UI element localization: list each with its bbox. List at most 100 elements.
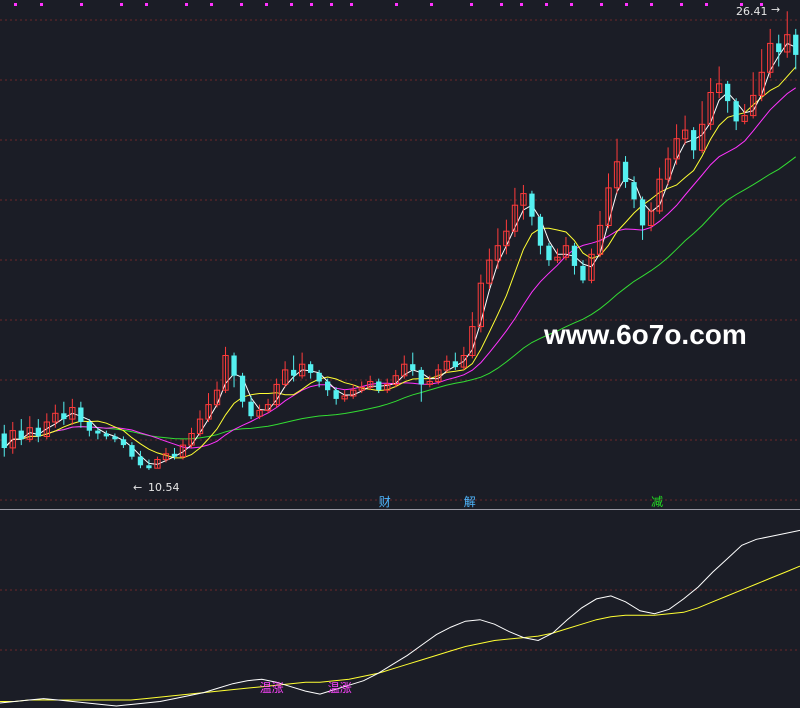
candle: [784, 11, 791, 58]
top-dot-2: [80, 3, 83, 6]
candle-body: [562, 245, 570, 258]
candle-body: [596, 224, 604, 255]
candle: [341, 390, 348, 402]
candle-body: [494, 245, 502, 261]
candle-body: [86, 422, 92, 431]
candle: [767, 28, 774, 79]
candle: [562, 236, 570, 261]
top-dot-3: [120, 3, 123, 6]
top-dot-19: [570, 3, 573, 6]
high-arrow-icon: →: [771, 3, 780, 16]
candle: [376, 378, 382, 394]
candle: [350, 384, 357, 399]
candle: [511, 187, 519, 237]
candle-body: [605, 187, 612, 226]
candle-body: [469, 326, 476, 357]
candle: [452, 352, 458, 370]
candle-body: [656, 178, 663, 212]
event-markers: 财解减$涨榜: [379, 495, 663, 509]
candle-body: [213, 389, 221, 406]
top-dot-15: [470, 3, 473, 6]
candle: [299, 352, 306, 379]
candle: [605, 173, 612, 229]
candle: [426, 375, 433, 388]
top-dot-21: [625, 3, 628, 6]
candle-body: [784, 34, 791, 53]
candle-body: [443, 360, 451, 371]
candle: [469, 312, 476, 359]
candle: [18, 419, 24, 446]
candle-body: [61, 413, 67, 420]
candle: [95, 427, 101, 440]
candle: [758, 49, 765, 102]
candle: [129, 442, 135, 460]
candle: [325, 378, 331, 396]
candle-body: [426, 381, 433, 385]
candle: [86, 419, 92, 437]
candle-body: [120, 439, 127, 446]
candle: [529, 190, 535, 226]
candle-body: [222, 355, 229, 391]
top-dot-7: [240, 3, 243, 6]
top-dot-markers: [14, 3, 763, 6]
candle: [392, 369, 399, 388]
candle: [231, 352, 237, 388]
candle: [647, 202, 655, 232]
top-dot-16: [500, 3, 503, 6]
candle-body: [137, 456, 144, 466]
candle-body: [588, 253, 595, 281]
candle: [793, 28, 799, 70]
candle: [580, 260, 586, 284]
candle: [477, 274, 485, 333]
candle-body: [325, 381, 331, 391]
candle: [401, 355, 408, 379]
top-dot-0: [14, 3, 17, 6]
candle: [239, 372, 246, 408]
candle: [596, 210, 604, 258]
top-dot-4: [145, 3, 148, 6]
top-dot-10: [310, 3, 313, 6]
signal-markers: 温涨 温涨: [260, 680, 352, 695]
candle: [656, 167, 663, 214]
candle: [707, 78, 714, 131]
candle-body: [43, 421, 51, 437]
candle: [741, 104, 748, 125]
candle: [384, 378, 391, 394]
candle-body: [231, 355, 237, 376]
chart-grid: [0, 19, 800, 651]
candle: [733, 98, 739, 131]
lower-white-line: [0, 529, 800, 707]
top-dot-24: [705, 3, 708, 6]
top-dot-26: [760, 3, 763, 6]
candle-body: [291, 369, 297, 376]
candle: [205, 393, 212, 422]
candle-body: [52, 412, 59, 423]
candle: [588, 248, 595, 284]
candle: [664, 147, 672, 185]
candle: [546, 242, 552, 266]
candle: [112, 433, 118, 443]
high-price-label: 26.41: [736, 5, 768, 18]
candle-body: [758, 71, 765, 96]
candle-body: [767, 42, 774, 73]
candle: [503, 219, 510, 255]
candle-body: [205, 404, 212, 420]
candle: [520, 184, 527, 220]
top-dot-25: [740, 3, 743, 6]
candle-body: [793, 34, 799, 55]
candle: [367, 375, 374, 391]
candle-body: [622, 161, 629, 182]
top-dot-22: [650, 3, 653, 6]
candle-body: [384, 383, 391, 391]
candle-body: [699, 123, 706, 151]
candle-body: [18, 430, 24, 440]
candle: [35, 419, 41, 443]
candle: [179, 439, 187, 460]
candle-body: [171, 453, 178, 457]
candle: [554, 248, 561, 264]
candle: [137, 450, 144, 469]
top-dot-18: [545, 3, 548, 6]
top-dot-5: [185, 3, 188, 6]
candle-body: [647, 210, 655, 226]
